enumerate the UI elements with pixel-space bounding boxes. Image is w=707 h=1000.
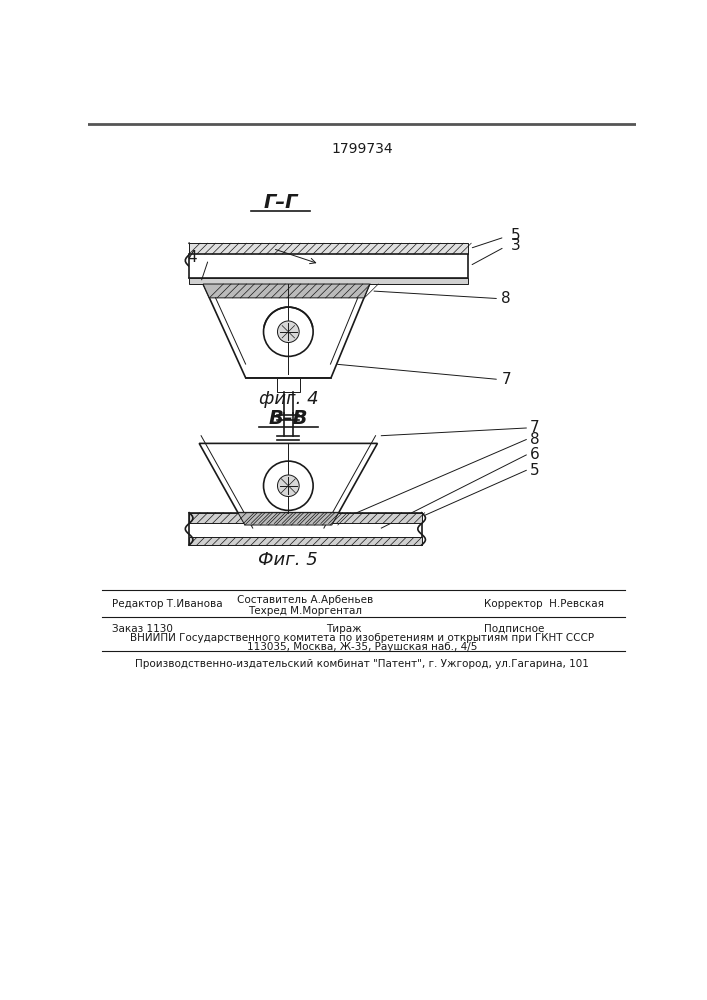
Polygon shape [203, 284, 370, 378]
Text: 113035, Москва, Ж-35, Раушская наб., 4/5: 113035, Москва, Ж-35, Раушская наб., 4/5 [247, 642, 477, 652]
Bar [276, 378, 300, 392]
Text: Редактор Т.Иванова: Редактор Т.Иванова [112, 599, 222, 609]
Text: 5: 5 [510, 228, 520, 243]
Text: В–В: В–В [269, 409, 308, 428]
Text: 8: 8 [501, 291, 511, 306]
Bar [189, 513, 421, 523]
Text: ВНИИПИ Государственного комитета по изобретениям и открытиям при ГКНТ СССР: ВНИИПИ Государственного комитета по изоб… [130, 633, 594, 643]
Bar [189, 278, 468, 284]
Text: 8: 8 [530, 432, 539, 447]
Text: 5: 5 [530, 463, 539, 478]
Text: фиг. 4: фиг. 4 [259, 390, 318, 408]
Text: Тираж: Тираж [327, 624, 362, 634]
Polygon shape [203, 284, 370, 298]
Text: Корректор  Н.Ревская: Корректор Н.Ревская [484, 599, 604, 609]
Text: 1799734: 1799734 [331, 142, 393, 156]
Polygon shape [199, 443, 378, 513]
Bar [189, 243, 468, 254]
Text: 3: 3 [510, 238, 520, 253]
Bar [189, 513, 421, 545]
Text: 7: 7 [501, 372, 511, 387]
Text: Подписное: Подписное [484, 624, 544, 634]
Text: Производственно-издательский комбинат "Патент", г. Ужгород, ул.Гагарина, 101: Производственно-издательский комбинат "П… [135, 659, 589, 669]
Text: Техред М.Моргентал: Техред М.Моргентал [248, 606, 363, 616]
Text: 6: 6 [530, 447, 540, 462]
Bar [189, 537, 421, 545]
Polygon shape [238, 513, 339, 525]
Circle shape [277, 321, 299, 343]
Text: Заказ 1130: Заказ 1130 [112, 624, 173, 634]
Circle shape [277, 475, 299, 497]
Text: 7: 7 [530, 420, 539, 436]
Text: Г–Г: Г–Г [263, 193, 298, 212]
Text: Составитель А.Арбеньев: Составитель А.Арбеньев [238, 595, 373, 605]
Bar [189, 254, 468, 278]
Text: 4: 4 [187, 250, 197, 265]
Text: Фиг. 5: Фиг. 5 [259, 551, 318, 569]
